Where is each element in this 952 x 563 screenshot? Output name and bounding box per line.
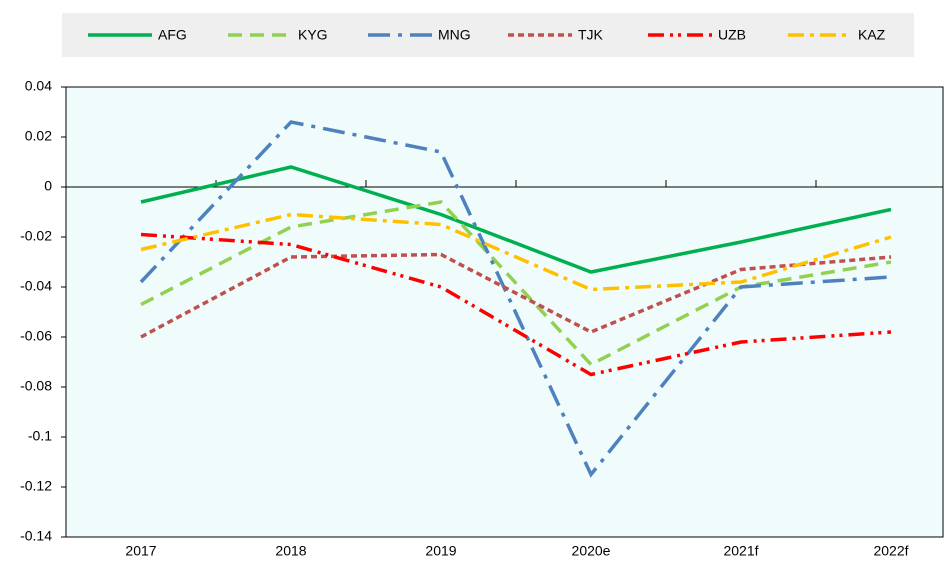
x-tick-label: 2018 bbox=[275, 543, 306, 559]
series-line bbox=[140, 165, 892, 274]
y-tick-label: -0.12 bbox=[20, 478, 52, 494]
x-tick-label: 2021f bbox=[723, 543, 758, 559]
x-tick-label: 2020e bbox=[572, 543, 611, 559]
series-line bbox=[139, 120, 892, 478]
y-tick-label: 0.04 bbox=[25, 78, 52, 94]
plot-area bbox=[65, 86, 944, 538]
legend-label: TJK bbox=[578, 27, 604, 43]
legend-label: KYG bbox=[298, 27, 328, 43]
legend-label: AFG bbox=[158, 27, 187, 43]
series-line bbox=[140, 212, 892, 292]
y-tick-label: -0.08 bbox=[20, 378, 52, 394]
series-line bbox=[140, 200, 892, 367]
y-tick-label: -0.02 bbox=[20, 228, 52, 244]
series-line bbox=[140, 232, 892, 377]
legend-label: MNG bbox=[438, 27, 471, 43]
y-tick-label: -0.14 bbox=[20, 528, 52, 544]
y-tick-label: -0.1 bbox=[28, 428, 52, 444]
legend-label: UZB bbox=[718, 27, 746, 43]
y-tick-label: 0.02 bbox=[25, 128, 52, 144]
y-tick-label: -0.06 bbox=[20, 328, 52, 344]
y-tick-label: 0 bbox=[44, 178, 52, 194]
legend-label: KAZ bbox=[858, 27, 886, 43]
legend-box bbox=[62, 13, 914, 57]
x-tick-label: 2022f bbox=[873, 543, 908, 559]
x-tick-label: 2017 bbox=[125, 543, 156, 559]
y-tick-label: -0.04 bbox=[20, 278, 52, 294]
series-line bbox=[140, 252, 892, 339]
x-tick-label: 2019 bbox=[425, 543, 456, 559]
